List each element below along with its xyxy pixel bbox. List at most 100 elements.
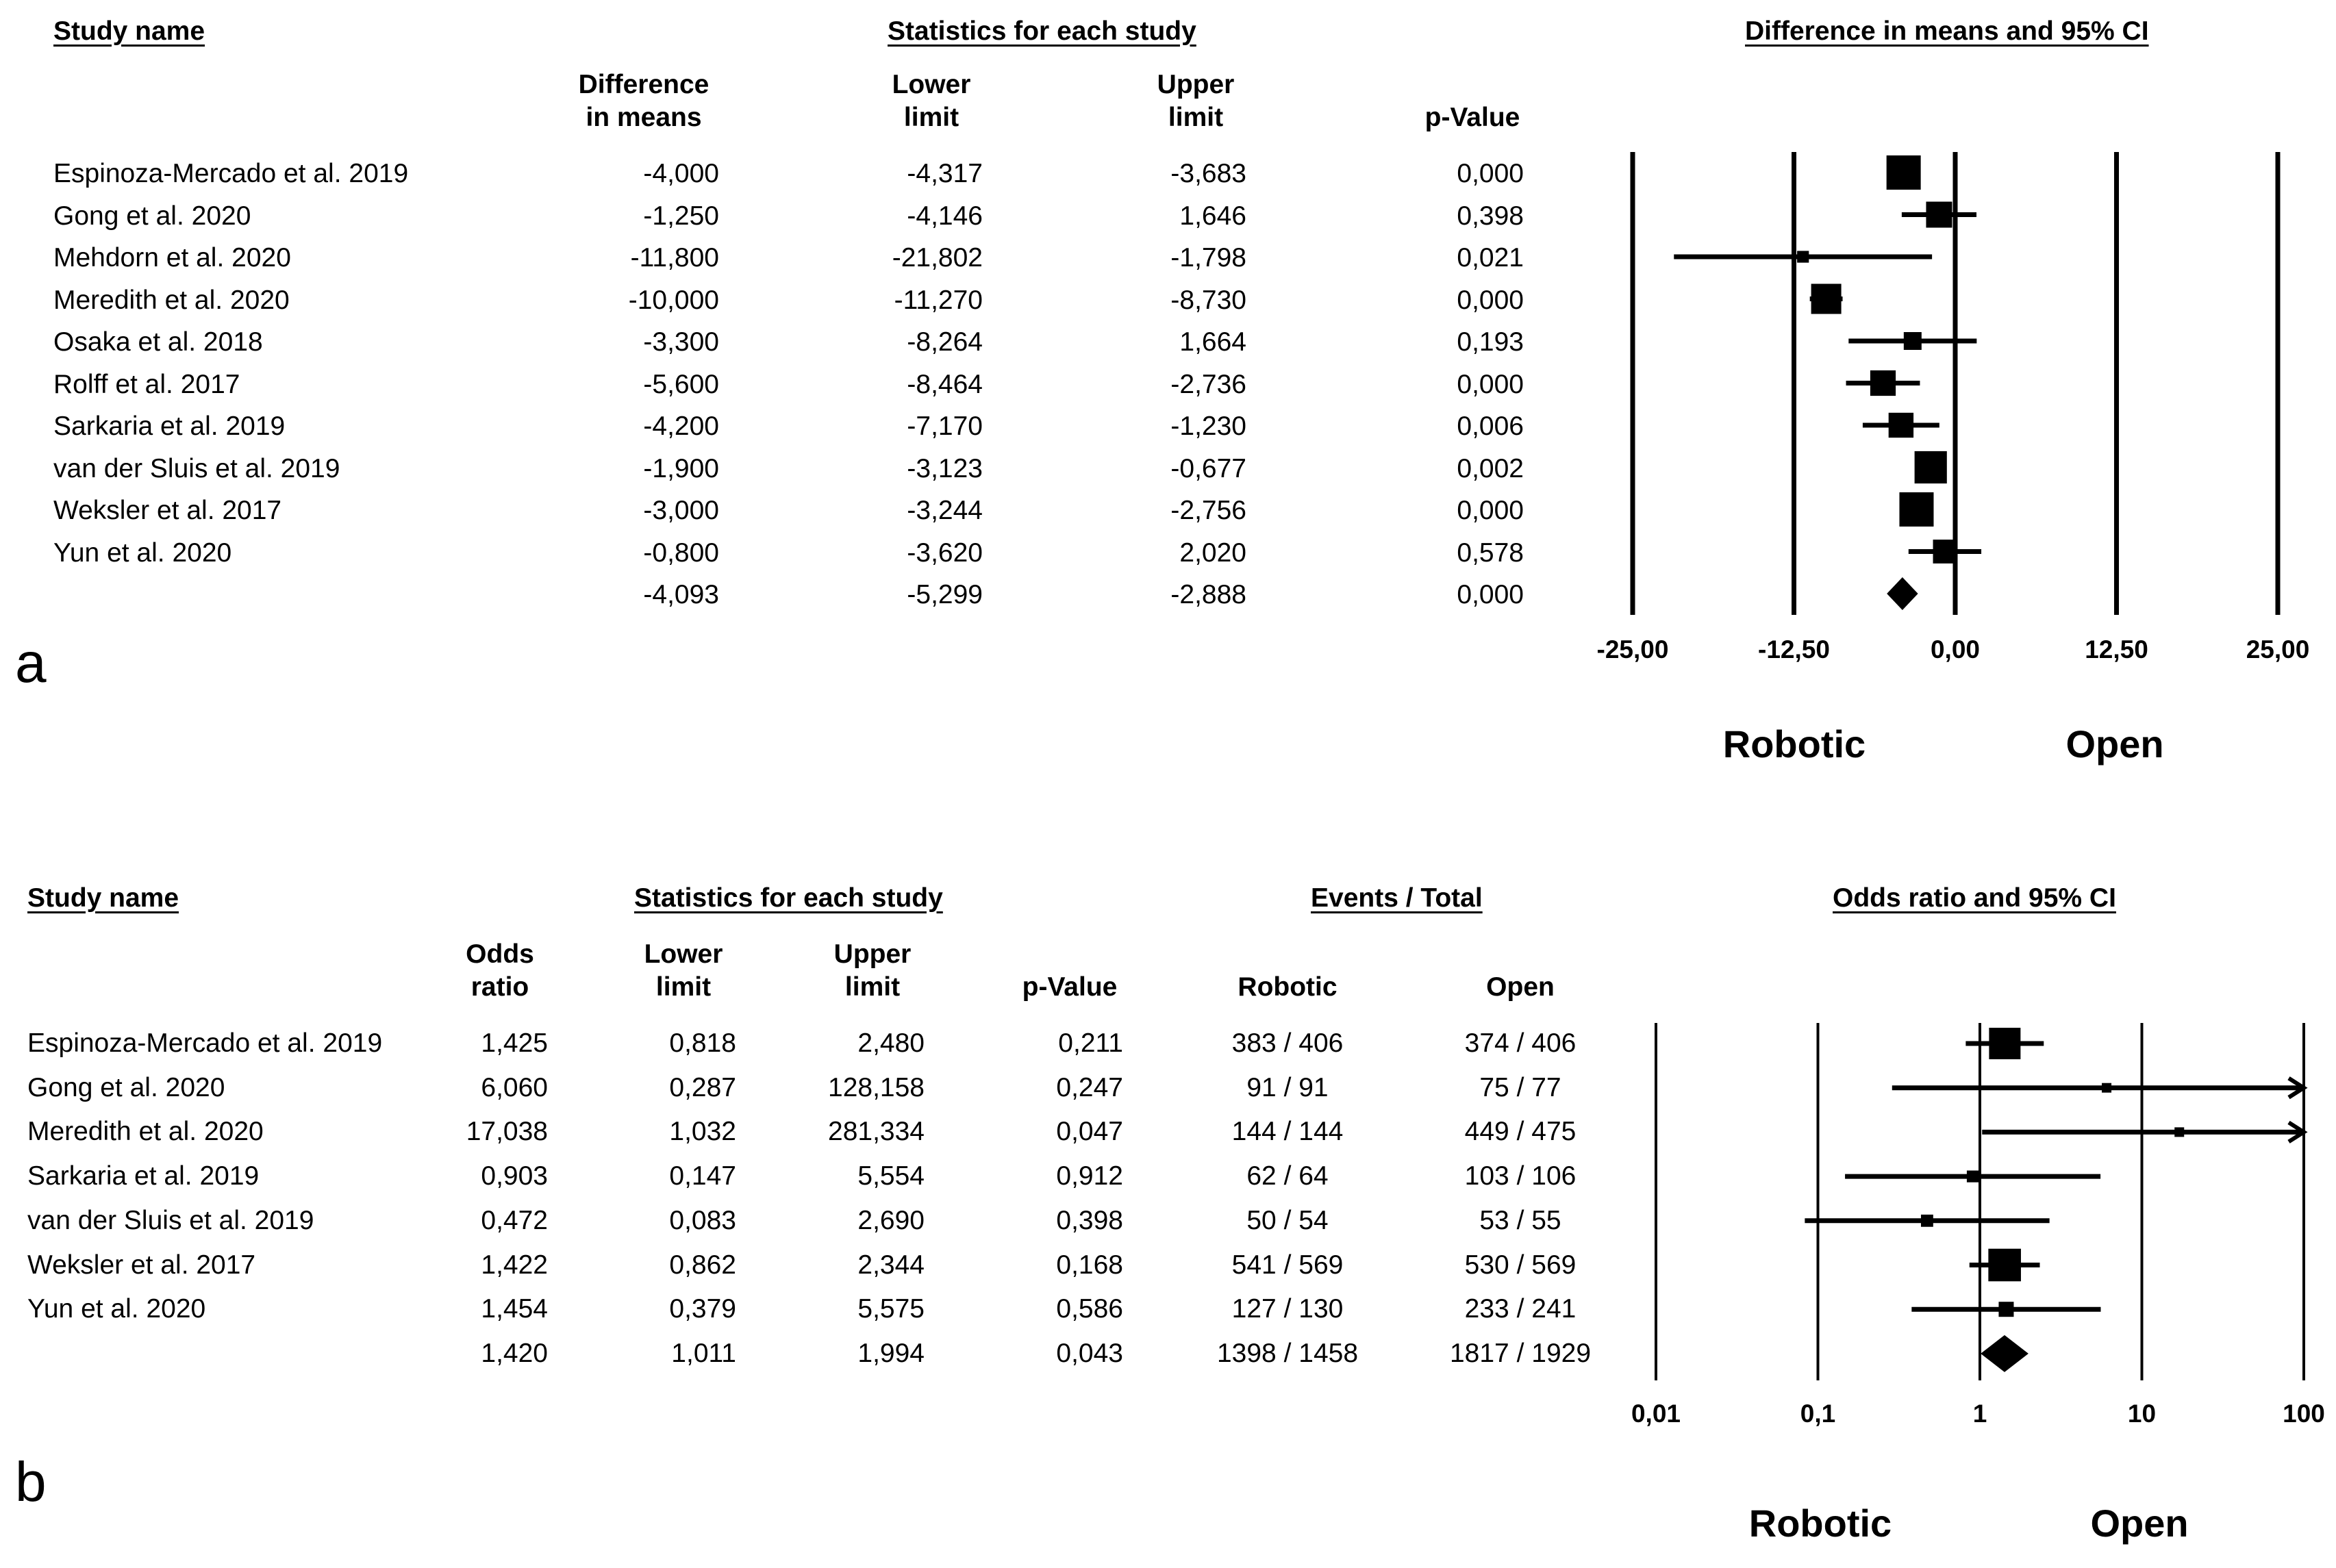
x-tick-label: 100 xyxy=(2283,1400,2325,1428)
summary-row-p: 0,043 xyxy=(1056,1338,1123,1368)
x-tick-label: 0,1 xyxy=(1800,1400,1836,1428)
study-row-effect: -3,300 xyxy=(643,327,719,357)
effect-header-line1: Odds xyxy=(466,939,534,969)
study-row-upper: 1,646 xyxy=(1179,201,1246,231)
robotic-events-header: Robotic xyxy=(1238,972,1337,1002)
summary-row-robotic: 1398 / 1458 xyxy=(1216,1338,1359,1368)
effect-square-4 xyxy=(1966,1170,1979,1183)
effect-square-1 xyxy=(1989,1028,2021,1059)
ci-arrow-2 xyxy=(2287,1076,2308,1100)
study-row-p: 0,586 xyxy=(1056,1294,1123,1324)
upper-header-line2: limit xyxy=(1168,103,1224,132)
panel-label-b: b xyxy=(15,1451,47,1513)
study-row-robotic: 91 / 91 xyxy=(1246,1072,1329,1102)
study-row-robotic: 62 / 64 xyxy=(1246,1161,1329,1191)
study-row-p: 0,047 xyxy=(1056,1117,1123,1147)
study-row-effect: 1,422 xyxy=(481,1250,548,1280)
effect-header-line1: Difference xyxy=(578,70,709,99)
study-row-upper: 128,158 xyxy=(828,1072,925,1102)
favours-right-b: Open xyxy=(2090,1502,2189,1545)
study-row-upper: -1,798 xyxy=(1170,243,1246,273)
summary-row-effect: 1,420 xyxy=(481,1338,548,1368)
study-row-p: 0,912 xyxy=(1056,1161,1123,1191)
study-row-effect: 0,903 xyxy=(481,1161,548,1191)
study-row-upper: 2,480 xyxy=(857,1028,925,1058)
effect-square-5 xyxy=(1903,332,1922,350)
upper-header-line1: Upper xyxy=(1157,70,1235,99)
effect-square-1 xyxy=(1886,155,1921,190)
study-row-open: 53 / 55 xyxy=(1479,1205,1561,1235)
study-row-robotic: 383 / 406 xyxy=(1231,1028,1344,1058)
effect-square-3 xyxy=(2174,1127,2185,1137)
study-row-study: Gong et al. 2020 xyxy=(53,201,251,231)
summary-row-lower: 1,011 xyxy=(671,1338,736,1368)
study-row-upper: 2,344 xyxy=(857,1250,925,1280)
study-row-effect: -5,600 xyxy=(643,369,719,399)
study-row-open: 530 / 569 xyxy=(1464,1250,1577,1280)
study-row-lower: -11,270 xyxy=(894,285,983,315)
study-row-lower: 0,287 xyxy=(669,1072,736,1102)
study-row-p: 0,000 xyxy=(1457,369,1524,399)
study-row-upper: -2,736 xyxy=(1170,369,1246,399)
study-row-effect: -3,000 xyxy=(643,496,719,525)
study-row-open: 449 / 475 xyxy=(1464,1117,1577,1147)
favours-left-a: Robotic xyxy=(1722,722,1866,766)
study-row-p: 0,211 xyxy=(1058,1028,1123,1058)
study-row-study: Meredith et al. 2020 xyxy=(27,1117,264,1147)
effect-square-8 xyxy=(1914,451,1947,484)
study-row-study: Yun et al. 2020 xyxy=(53,538,232,568)
study-row-study: Meredith et al. 2020 xyxy=(53,285,290,315)
study-row-p: 0,000 xyxy=(1457,285,1524,315)
study-row-upper: 281,334 xyxy=(828,1117,925,1147)
study-row-study: Yun et al. 2020 xyxy=(27,1294,206,1324)
study-row-p: 0,000 xyxy=(1457,496,1524,525)
effect-square-6 xyxy=(1988,1248,2021,1282)
study-row-open: 103 / 106 xyxy=(1464,1161,1577,1191)
study-row-effect: -11,800 xyxy=(630,243,719,273)
study-row-lower: 0,818 xyxy=(669,1028,736,1058)
upper-header-line1: Upper xyxy=(833,939,912,969)
study-row-effect: 6,060 xyxy=(481,1072,548,1102)
study-row-upper: -3,683 xyxy=(1170,159,1246,188)
study-row-effect: 17,038 xyxy=(466,1117,548,1147)
study-row-study: Gong et al. 2020 xyxy=(27,1072,225,1102)
study-row-effect: 0,472 xyxy=(481,1205,548,1235)
study-row-p: 0,168 xyxy=(1056,1250,1123,1280)
stats-group-header: Statistics for each study xyxy=(634,883,943,913)
effect-square-2 xyxy=(2102,1083,2112,1093)
study-row-lower: -4,317 xyxy=(907,159,983,188)
study-row-upper: -1,230 xyxy=(1170,412,1246,441)
favours-right-a: Open xyxy=(2065,722,2164,766)
study-row-study: Sarkaria et al. 2019 xyxy=(53,412,286,441)
effect-square-2 xyxy=(1926,201,1952,228)
study-row-upper: 2,690 xyxy=(857,1205,925,1235)
summary-diamond xyxy=(1981,1335,2029,1372)
study-row-robotic: 127 / 130 xyxy=(1231,1294,1344,1324)
study-row-upper: -0,677 xyxy=(1170,453,1246,483)
study-row-study: Weksler et al. 2017 xyxy=(53,496,282,525)
study-row-p: 0,193 xyxy=(1457,327,1524,357)
study-row-effect: 1,454 xyxy=(481,1294,548,1324)
study-row-p: 0,006 xyxy=(1457,412,1524,441)
effect-square-4 xyxy=(1811,283,1842,314)
lower-header-line2: limit xyxy=(903,103,959,132)
study-row-lower: -7,170 xyxy=(907,412,983,441)
study-row-open: 233 / 241 xyxy=(1464,1294,1577,1324)
x-tick-label: 0,00 xyxy=(1930,635,1980,663)
study-row-p: 0,398 xyxy=(1056,1205,1123,1235)
summary-row-upper: 1,994 xyxy=(857,1338,925,1368)
effect-header-line2: ratio xyxy=(470,972,529,1002)
study-row-lower: -21,802 xyxy=(892,243,983,273)
study-row-lower: -3,620 xyxy=(907,538,983,568)
study-row-upper: 2,020 xyxy=(1179,538,1246,568)
study-row-lower: -4,146 xyxy=(907,201,983,231)
study-row-robotic: 144 / 144 xyxy=(1231,1117,1344,1147)
summary-row-upper: -2,888 xyxy=(1170,580,1246,609)
effect-square-6 xyxy=(1870,370,1896,396)
forest-plot-a xyxy=(1630,152,2281,615)
effect-square-10 xyxy=(1933,540,1957,564)
ci-arrow-3 xyxy=(2287,1120,2308,1143)
study-row-lower: -8,264 xyxy=(907,327,983,357)
x-tick-label: -25,00 xyxy=(1596,635,1669,663)
